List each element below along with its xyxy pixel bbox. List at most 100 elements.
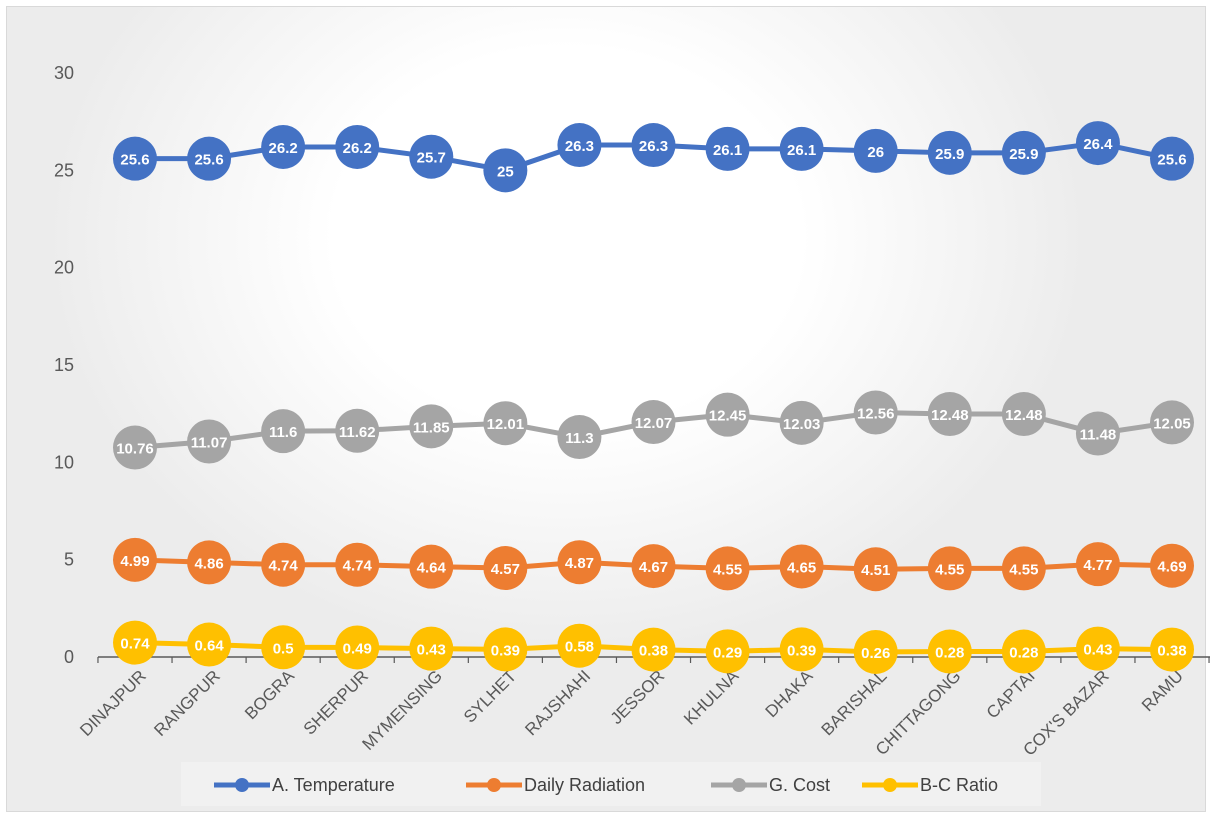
data-point-a-temperature — [1001, 130, 1046, 175]
data-label-daily-radiation: 4.86 — [194, 555, 223, 572]
data-point-g-cost — [631, 400, 676, 445]
data-label-g-cost: 12.05 — [1153, 415, 1191, 432]
data-point-daily-radiation — [631, 544, 676, 589]
data-label-a-temperature: 26.1 — [787, 142, 816, 159]
data-point-g-cost — [261, 409, 306, 454]
data-label-g-cost: 12.45 — [709, 408, 747, 425]
data-point-a-temperature — [409, 134, 454, 179]
data-label-daily-radiation: 4.67 — [639, 559, 668, 576]
data-label-a-temperature: 25.9 — [935, 146, 964, 163]
data-point-g-cost — [557, 415, 602, 460]
data-label-b-c-ratio: 0.39 — [491, 642, 520, 659]
data-label-daily-radiation: 4.55 — [713, 561, 742, 578]
data-point-a-temperature — [113, 136, 157, 181]
data-point-b-c-ratio — [187, 622, 232, 667]
legend-marker-g-cost — [732, 778, 746, 792]
data-label-b-c-ratio: 0.49 — [343, 640, 372, 657]
data-point-daily-radiation — [1075, 542, 1120, 587]
data-label-daily-radiation: 4.99 — [120, 553, 149, 570]
data-label-b-c-ratio: 0.43 — [417, 642, 446, 659]
data-point-g-cost — [853, 390, 898, 435]
legend-label-a-temperature: A. Temperature — [272, 775, 395, 795]
data-point-daily-radiation — [557, 540, 602, 585]
data-point-daily-radiation — [1150, 543, 1194, 588]
y-tick-label: 0 — [64, 647, 74, 667]
data-label-g-cost: 12.03 — [783, 416, 821, 433]
data-label-g-cost: 11.62 — [339, 424, 376, 441]
data-point-daily-radiation — [1001, 546, 1046, 591]
data-point-b-c-ratio — [483, 627, 528, 672]
data-label-g-cost: 11.48 — [1080, 427, 1117, 444]
data-label-g-cost: 12.07 — [635, 415, 673, 432]
legend-marker-b-c-ratio — [883, 778, 897, 792]
data-label-daily-radiation: 4.65 — [787, 559, 816, 576]
data-point-daily-radiation — [705, 546, 750, 591]
data-point-g-cost — [705, 392, 750, 437]
data-label-b-c-ratio: 0.28 — [1009, 645, 1038, 662]
data-point-a-temperature — [335, 124, 380, 169]
data-label-daily-radiation: 4.77 — [1083, 557, 1112, 574]
data-point-a-temperature — [1150, 136, 1194, 181]
data-label-a-temperature: 26.4 — [1083, 136, 1113, 153]
data-label-a-temperature: 25.7 — [417, 150, 446, 167]
data-label-b-c-ratio: 0.38 — [639, 643, 668, 660]
data-point-a-temperature — [631, 123, 676, 168]
data-point-a-temperature — [557, 123, 602, 168]
data-point-daily-radiation — [187, 540, 232, 585]
data-label-a-temperature: 26.1 — [713, 142, 742, 159]
x-tick-label: RAMU — [1138, 666, 1187, 715]
data-point-g-cost — [1001, 392, 1046, 437]
data-label-g-cost: 11.07 — [191, 435, 228, 452]
x-tick-label: DINAJPUR — [76, 666, 150, 740]
data-label-b-c-ratio: 0.39 — [787, 642, 816, 659]
data-point-b-c-ratio — [113, 620, 157, 665]
x-tick-label: RANGPUR — [150, 666, 224, 740]
data-label-daily-radiation: 4.69 — [1157, 559, 1186, 576]
data-point-b-c-ratio — [631, 627, 676, 672]
data-label-daily-radiation: 4.55 — [1009, 561, 1038, 578]
data-point-daily-radiation — [335, 542, 380, 587]
data-point-g-cost — [483, 401, 528, 446]
legend-label-b-c-ratio: B-C Ratio — [920, 775, 998, 795]
y-tick-label: 10 — [54, 452, 74, 472]
data-label-a-temperature: 26 — [867, 144, 884, 161]
data-point-daily-radiation — [409, 544, 454, 589]
data-point-daily-radiation — [927, 546, 972, 591]
data-label-a-temperature: 25.6 — [120, 152, 149, 169]
x-tick-label: BOGRA — [241, 666, 298, 723]
x-tick-label: RAJSHAHI — [521, 666, 594, 739]
data-point-daily-radiation — [113, 537, 157, 582]
data-point-a-temperature — [483, 148, 528, 193]
data-label-b-c-ratio: 0.64 — [194, 638, 224, 655]
data-point-g-cost — [409, 404, 454, 449]
data-label-daily-radiation: 4.51 — [861, 562, 890, 579]
data-label-b-c-ratio: 0.28 — [935, 645, 964, 662]
y-tick-label: 30 — [54, 63, 74, 83]
data-label-a-temperature: 26.3 — [565, 138, 594, 155]
data-label-b-c-ratio: 0.43 — [1083, 642, 1112, 659]
x-tick-label: DHAKA — [762, 666, 817, 721]
legend-label-daily-radiation: Daily Radiation — [524, 775, 645, 795]
data-label-g-cost: 11.6 — [269, 424, 297, 441]
data-label-g-cost: 11.3 — [565, 430, 593, 447]
data-label-g-cost: 12.01 — [487, 416, 525, 433]
data-label-daily-radiation: 4.74 — [269, 558, 299, 575]
data-label-b-c-ratio: 0.26 — [861, 645, 890, 662]
data-point-b-c-ratio — [409, 626, 454, 671]
data-point-b-c-ratio — [261, 625, 306, 670]
data-label-g-cost: 11.85 — [413, 419, 450, 436]
data-point-b-c-ratio — [1150, 627, 1194, 672]
data-label-a-temperature: 26.2 — [269, 140, 298, 157]
data-point-b-c-ratio — [1075, 626, 1120, 671]
x-tick-label: KHULNA — [680, 666, 743, 729]
data-point-a-temperature — [187, 136, 232, 181]
data-point-g-cost — [779, 400, 824, 445]
data-label-b-c-ratio: 0.5 — [273, 640, 294, 657]
data-label-g-cost: 12.48 — [1005, 407, 1043, 424]
data-point-daily-radiation — [779, 544, 824, 589]
data-point-g-cost — [1075, 411, 1120, 456]
data-point-daily-radiation — [261, 542, 306, 587]
data-point-b-c-ratio — [335, 625, 380, 670]
data-point-b-c-ratio — [1001, 629, 1046, 674]
